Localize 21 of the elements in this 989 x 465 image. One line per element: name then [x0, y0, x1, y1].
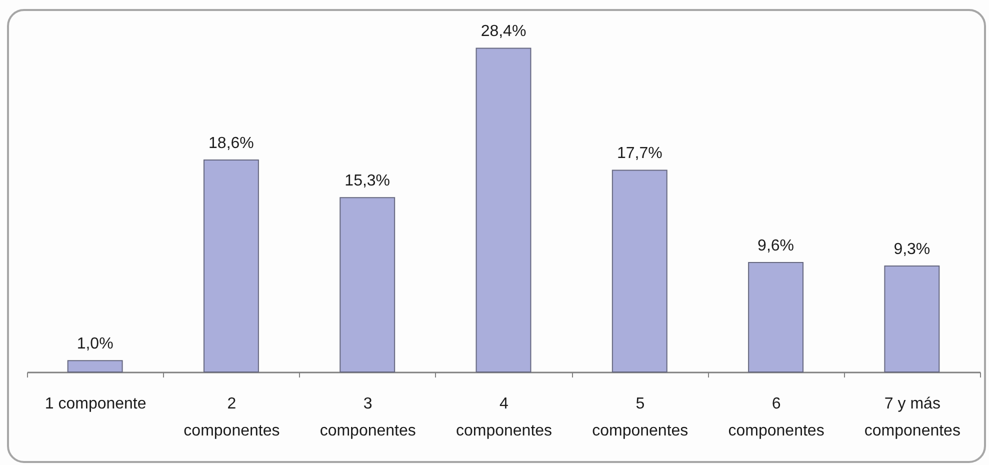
data-label: 17,7%	[616, 145, 662, 162]
bar	[340, 197, 396, 372]
data-label: 18,6%	[208, 134, 254, 152]
x-tick-label: 5 componentes	[592, 396, 688, 440]
bar	[203, 159, 259, 372]
data-label: 1,0%	[76, 336, 114, 353]
x-tick-label: 6 componentes	[728, 396, 824, 440]
x-tick-label: 3 componentes	[320, 396, 416, 440]
x-tick-label: 4 componentes	[456, 396, 552, 440]
bar	[748, 262, 804, 372]
x-tick-label: 2 componentes	[184, 396, 280, 440]
x-tick-label: 1 componente	[44, 396, 146, 412]
data-label: 9,6%	[758, 238, 794, 255]
x-tick-label: 7 y más componentes	[864, 396, 960, 440]
bar	[612, 170, 668, 372]
data-label: 9,3%	[894, 240, 930, 258]
bar	[476, 48, 532, 372]
bar	[884, 265, 940, 372]
data-label: 15,3%	[344, 172, 390, 190]
bar	[67, 360, 123, 372]
data-label: 28,4%	[480, 23, 526, 40]
